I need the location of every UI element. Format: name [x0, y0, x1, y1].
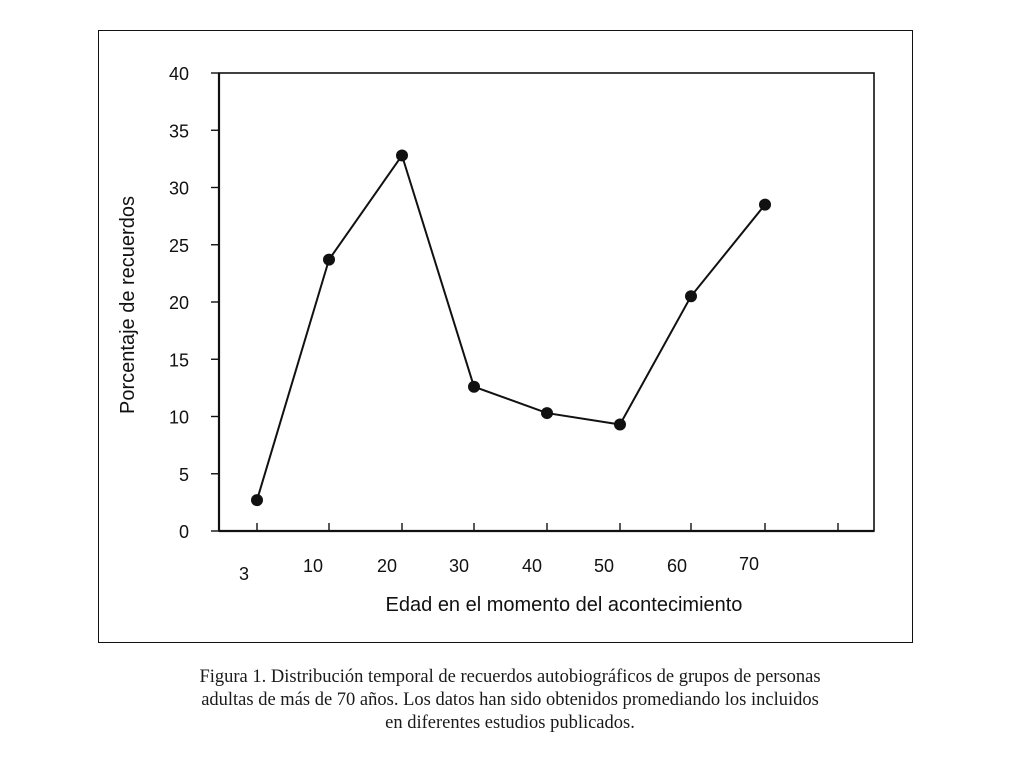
data-point: [323, 253, 335, 266]
series-group: [251, 149, 771, 507]
data-point: [396, 149, 408, 162]
x-tick-label: 40: [522, 556, 542, 576]
data-point: [541, 407, 553, 420]
y-tick-label: 15: [169, 350, 189, 370]
figure-caption: Figura 1. Distribución temporal de recue…: [110, 666, 910, 735]
caption-line-3: en diferentes estudios publicados.: [385, 713, 635, 733]
y-tick-label: 25: [169, 236, 189, 256]
x-tick-label: 60: [667, 556, 687, 576]
y-tick-label: 0: [179, 522, 189, 542]
y-tick-label: 5: [179, 465, 189, 485]
x-tick-label: 3: [239, 564, 249, 584]
data-point: [251, 494, 263, 507]
x-axis-ticks: 3 10 20 30 40 50 60 70: [239, 523, 839, 584]
caption-line-1: Figura 1. Distribución temporal de recue…: [199, 667, 821, 687]
x-axis-label: Edad en el momento del acontecimiento: [386, 594, 743, 616]
data-point: [685, 290, 697, 303]
x-tick-label: 10: [303, 556, 323, 576]
y-tick-label: 10: [169, 408, 189, 428]
y-tick-label: 30: [169, 179, 189, 199]
y-tick-label: 35: [169, 121, 189, 141]
data-point: [468, 380, 480, 393]
data-point: [614, 418, 626, 431]
y-axis-ticks: 0 5 10 15 20 25 30 35 40: [169, 64, 219, 542]
figure-frame: [98, 30, 913, 643]
y-axis-label: Porcentaje de recuerdos: [117, 196, 139, 414]
data-point: [759, 198, 771, 211]
caption-line-2: adultas de más de 70 años. Los datos han…: [201, 690, 819, 710]
x-tick-label: 30: [449, 556, 469, 576]
x-tick-label: 70: [739, 554, 759, 574]
series-line: [256, 153, 766, 501]
y-tick-label: 20: [169, 293, 189, 313]
x-tick-label: 20: [377, 556, 397, 576]
x-tick-label: 50: [594, 556, 614, 576]
y-tick-label: 40: [169, 64, 189, 84]
